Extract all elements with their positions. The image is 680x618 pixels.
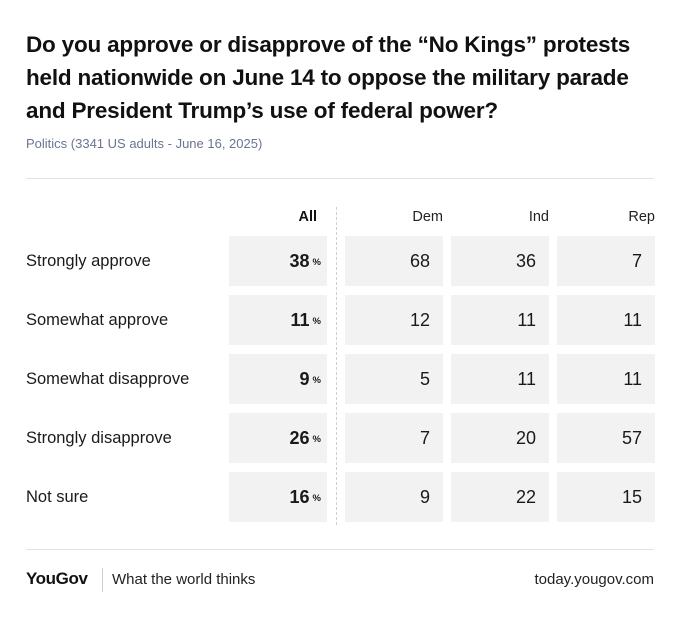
cell-value: 57 xyxy=(621,428,642,448)
cell-value: 16 xyxy=(289,487,310,507)
cell-value: 38 xyxy=(289,251,310,271)
cell-value: 36 xyxy=(515,251,536,271)
cell-value: 5 xyxy=(419,369,430,389)
table-cell-rep: 11 xyxy=(557,295,655,345)
cell-value: 68 xyxy=(409,251,430,271)
table-cell-rep: 15 xyxy=(557,472,655,522)
table-cell-dem: 7 xyxy=(345,413,443,463)
row-label: Somewhat disapprove xyxy=(26,370,190,388)
footer-tagline: What the world thinks xyxy=(112,571,256,588)
cell-value: 11 xyxy=(623,310,642,330)
table-cell-dem: 9 xyxy=(345,472,443,522)
table-cell-all: 16% xyxy=(229,472,327,522)
cell-value: 22 xyxy=(515,487,536,507)
table-cell-dem: 5 xyxy=(345,354,443,404)
table-cell-ind: 22 xyxy=(451,472,549,522)
table-cell-all: 38% xyxy=(229,236,327,286)
cell-value: 11 xyxy=(623,369,642,389)
percent-sign: % xyxy=(312,316,321,327)
table-cell-all: 9% xyxy=(229,354,327,404)
cell-value: 7 xyxy=(419,428,430,448)
column-header-ind: Ind xyxy=(528,209,549,225)
top-divider xyxy=(26,178,654,179)
all-column-divider xyxy=(336,207,337,525)
table-cell-all: 11% xyxy=(229,295,327,345)
row-label: Not sure xyxy=(26,488,89,506)
cell-value: 20 xyxy=(515,428,536,448)
table-cell-rep: 57 xyxy=(557,413,655,463)
cell-value: 12 xyxy=(409,310,430,330)
percent-sign: % xyxy=(312,375,321,386)
percent-sign: % xyxy=(312,493,321,504)
column-header-rep: Rep xyxy=(628,209,655,225)
table-cell-ind: 36 xyxy=(451,236,549,286)
cell-value: 7 xyxy=(631,251,642,271)
column-header-all: All xyxy=(298,209,317,225)
table-cell-dem: 12 xyxy=(345,295,443,345)
cell-value: 9 xyxy=(419,487,430,507)
percent-sign: % xyxy=(312,434,321,445)
row-label: Strongly approve xyxy=(26,252,151,270)
page-subtitle: Politics (3341 US adults - June 16, 2025… xyxy=(26,136,263,151)
table-cell-dem: 68 xyxy=(345,236,443,286)
row-label: Strongly disapprove xyxy=(26,429,172,447)
cell-value: 11 xyxy=(517,310,536,330)
cell-value: 11 xyxy=(290,310,310,330)
page-title: Do you approve or disapprove of the “No … xyxy=(26,32,631,123)
cell-value: 11 xyxy=(517,369,536,389)
cell-value: 15 xyxy=(621,487,642,507)
percent-sign: % xyxy=(312,257,321,268)
table-cell-rep: 7 xyxy=(557,236,655,286)
yougov-logo: YouGov xyxy=(26,569,88,588)
table-cell-ind: 11 xyxy=(451,295,549,345)
cell-value: 9 xyxy=(299,369,310,389)
table-cell-rep: 11 xyxy=(557,354,655,404)
column-header-dem: Dem xyxy=(412,209,443,225)
table-cell-ind: 11 xyxy=(451,354,549,404)
row-label: Somewhat approve xyxy=(26,311,169,329)
cell-value: 26 xyxy=(289,428,310,448)
table-cell-ind: 20 xyxy=(451,413,549,463)
table-cell-all: 26% xyxy=(229,413,327,463)
footer-url[interactable]: today.yougov.com xyxy=(534,571,654,588)
footer-separator xyxy=(102,568,103,592)
bottom-divider xyxy=(26,549,654,550)
